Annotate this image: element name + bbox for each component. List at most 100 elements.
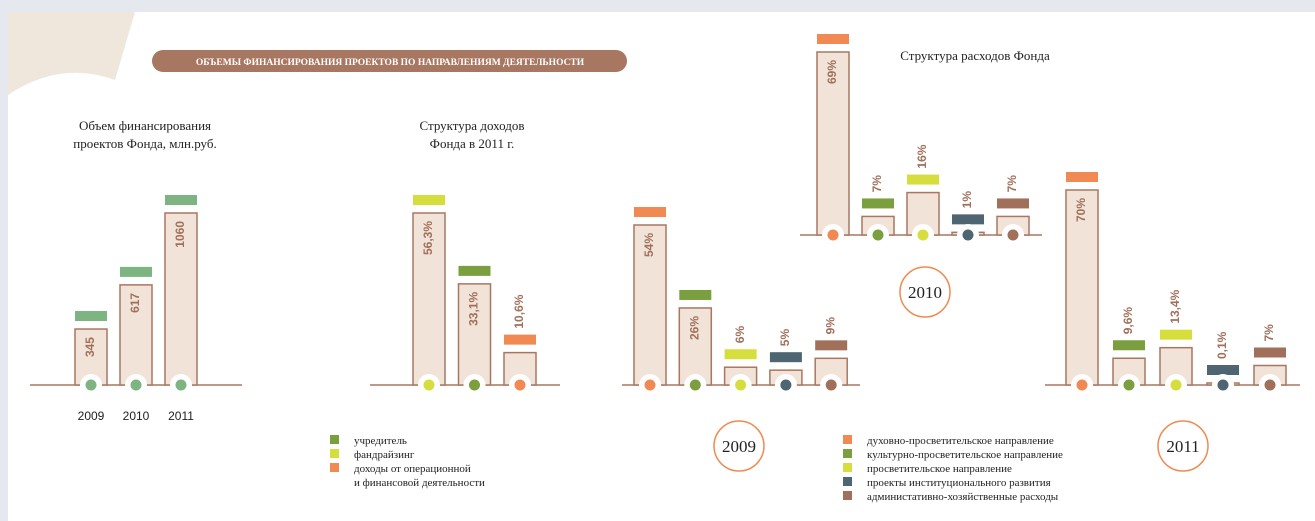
value-label: 26% [687,316,701,340]
value-label: 617 [128,293,142,313]
bar-dot [469,379,480,391]
bar-marker [815,340,848,351]
bar-dot [1076,379,1088,391]
value-label: 9% [823,317,837,335]
chart-title: проектов Фонда, млн.руб. [73,136,216,151]
header-title: ОБЪЕМЫ ФИНАНСИРОВАНИЯ ПРОЕКТОВ ПО НАПРАВ… [196,58,585,68]
bar-dot [514,379,526,391]
value-label: 13,4% [1168,289,1182,323]
value-label: 1% [960,191,974,209]
bar-dot [644,379,656,391]
bar [678,307,713,386]
bar-dot [1123,379,1135,391]
legend-swatch [843,449,852,458]
bar-dot [1264,379,1276,391]
legend-label: духовно-просветительское направление [867,435,1054,447]
chart-title: Объем финансирования [79,118,211,133]
value-label: 70% [1074,198,1088,222]
value-label: 0,1% [1215,331,1229,359]
value-label: 345 [83,337,97,357]
bar-marker [862,198,894,209]
bar-dot [1170,379,1182,391]
legend-swatch [843,435,852,444]
value-label: 1060 [173,221,187,248]
bar-dot [872,229,884,241]
bar-marker [679,289,712,300]
bar-dot [423,379,435,391]
bar-marker [1160,329,1192,340]
legend-swatch [843,463,852,472]
year-label: 2010 [908,283,942,302]
legend-label: фандрайзинг [354,449,415,461]
bar-dot [917,229,929,241]
value-label: 56,3% [421,221,435,255]
x-tick-label: 2010 [123,409,150,423]
bar-marker [1207,365,1239,375]
bar-marker [1254,347,1286,358]
legend-swatch [843,477,852,486]
bar-marker [1066,172,1098,182]
legend-label: проекты институционального развития [867,477,1051,489]
legend-swatch [330,449,339,458]
bar-dot [85,379,97,391]
bar-marker [75,311,107,322]
year-label: 2009 [722,437,756,456]
bar-dot [689,379,701,391]
legend-swatch [330,463,339,472]
header-banner [152,50,627,72]
bar [164,212,198,386]
bar [816,51,850,236]
bar-marker [504,334,536,345]
year-circle [899,266,951,318]
bar-marker [724,349,757,360]
value-label: 54% [642,233,656,257]
value-label: 7% [1005,175,1019,193]
bar-dot [1007,229,1019,241]
bar-marker [120,266,152,277]
bar-dot [825,379,837,391]
year-circle [1157,420,1209,472]
bar-dot [175,379,187,391]
legend-label: администативно-хозяйственные расходы [867,491,1059,503]
x-tick-label: 2011 [168,409,194,423]
legend-label: доходы от операционной [354,463,471,475]
bar-marker [769,352,802,363]
year-circle [713,420,765,472]
value-label: 10,6% [512,294,526,328]
legend-swatch [330,435,339,444]
bar-marker [1113,340,1145,351]
legend-label: культурно-просветительское направление [867,449,1063,461]
value-label: 6% [733,326,747,344]
value-label: 69% [825,60,839,84]
bar-dot [1217,379,1229,391]
bar-dot [780,379,792,391]
value-label: 16% [915,144,929,168]
bar-dot [962,229,974,241]
chart-title: Структура доходов [419,118,524,133]
bar-dot [130,379,142,391]
bar-marker [952,214,984,225]
decor [8,12,135,95]
value-label: 33,1% [467,292,481,326]
bar-dot [827,229,839,241]
value-label: 7% [870,175,884,193]
bar-marker [458,265,491,276]
bar-marker [165,195,197,205]
value-label: 9,6% [1121,307,1135,335]
bar-marker [413,195,445,205]
bar-marker [634,207,666,217]
x-tick-label: 2009 [78,409,105,423]
legend-label: учредитель [354,435,407,447]
year-label: 2011 [1166,437,1199,456]
value-label: 5% [778,329,792,347]
bar-marker [817,34,849,44]
bar [633,224,667,386]
legend-label: и финансовой деятельности [354,477,485,489]
chart-title: Фонда в 2011 г. [430,136,515,151]
legend-swatch [843,491,852,500]
legend-label: просветительское направление [867,463,1012,475]
value-label: 7% [1262,324,1276,342]
bar-marker [907,174,939,185]
